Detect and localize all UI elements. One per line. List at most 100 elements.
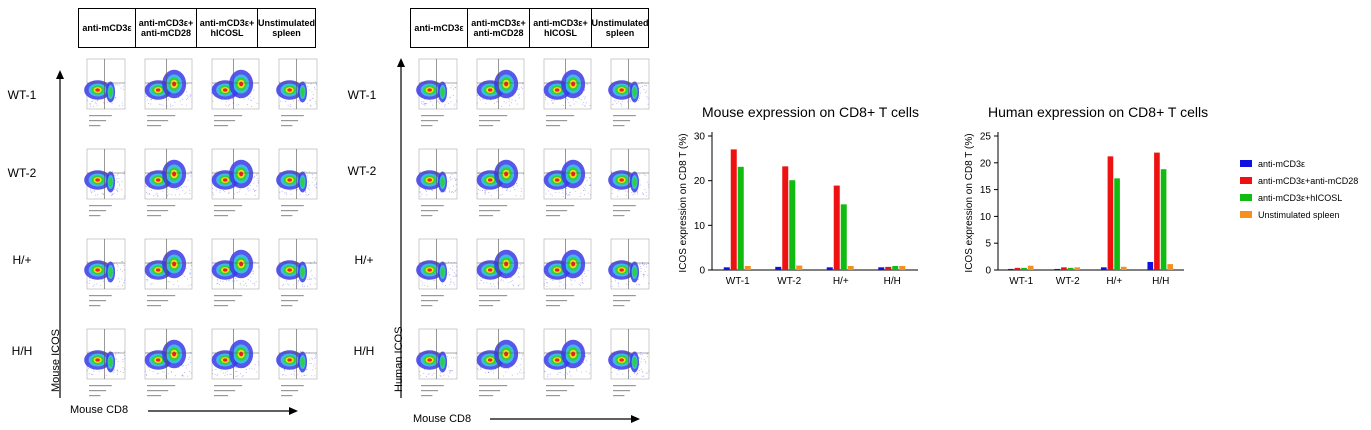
column-header: anti-mCD3ε+ anti-mCD28 xyxy=(136,9,197,47)
facs-plot xyxy=(272,145,324,221)
facs-plot xyxy=(537,325,598,401)
column-header-table: anti-mCD3ε anti-mCD3ε+ anti-mCD28 anti-m… xyxy=(78,8,316,48)
bar xyxy=(775,266,782,270)
x-axis-title: Mouse CD8 xyxy=(413,413,472,425)
bar xyxy=(1100,267,1107,270)
bar xyxy=(826,267,833,270)
facs-plot xyxy=(604,145,656,221)
facs-plot xyxy=(205,145,266,221)
mouse-bar-chart: ICOS expression on CD8 T (%) 0 10 20 30 WT-1 W… xyxy=(678,132,918,287)
legend-item: anti-mCD3ε+anti-mCD28 xyxy=(1240,172,1358,189)
legend-swatch xyxy=(1240,211,1252,218)
column-header: anti-mCD3ε+ anti-mCD28 xyxy=(468,9,530,47)
bar xyxy=(885,266,892,270)
x-tick-label: H/+ xyxy=(1106,276,1122,287)
bar xyxy=(847,265,854,270)
row-label: WT-2 xyxy=(7,166,37,180)
facs-plot xyxy=(604,55,656,131)
x-axis-title: Mouse CD8 xyxy=(70,404,129,416)
chart-title: Mouse expression on CD8+ T cells xyxy=(702,104,919,120)
bar xyxy=(1107,156,1114,270)
facs-plot xyxy=(138,235,199,311)
facs-plot xyxy=(470,55,531,131)
facs-plot xyxy=(272,55,324,131)
facs-plot xyxy=(412,325,464,401)
row-label: WT-1 xyxy=(347,88,377,102)
y-tick-label: 30 xyxy=(694,132,706,143)
x-tick-label: H/H xyxy=(1152,276,1169,287)
facs-plot xyxy=(470,325,531,401)
bar xyxy=(1120,266,1127,270)
facs-plot xyxy=(138,55,199,131)
facs-plot xyxy=(205,325,266,401)
bar xyxy=(878,267,885,270)
y-axis-label: ICOS expression on CD8 T (%) xyxy=(678,133,689,272)
chart-title: Human expression on CD8+ T cells xyxy=(988,104,1209,120)
y-axis-title: Mouse ICOS xyxy=(50,329,62,392)
bar xyxy=(789,180,796,270)
facs-plot xyxy=(138,325,199,401)
bar xyxy=(1167,264,1174,270)
legend-swatch xyxy=(1240,194,1252,201)
facs-plot xyxy=(470,235,531,311)
row-label: H/+ xyxy=(12,253,32,267)
bar xyxy=(1007,268,1014,270)
facs-plot xyxy=(205,55,266,131)
chart-legend: anti-mCD3ε anti-mCD3ε+anti-mCD28 anti-mC… xyxy=(1240,155,1358,223)
column-header: anti-mCD3ε+ hICOSL xyxy=(197,9,258,47)
bar xyxy=(796,265,803,270)
bar xyxy=(1154,152,1160,270)
y-tick-label: 0 xyxy=(985,266,991,277)
y-axis-title: Human ICOS xyxy=(393,326,405,392)
bar xyxy=(1014,267,1021,270)
bar xyxy=(1067,267,1074,270)
bar xyxy=(744,265,751,270)
x-tick-label: WT-1 xyxy=(1009,276,1033,287)
human-bar-chart: ICOS expression on CD8 T (%) 0 5 10 15 20 25 WT… xyxy=(964,132,1184,287)
y-tick-label: 10 xyxy=(980,212,992,223)
facs-plot xyxy=(80,145,132,221)
bar xyxy=(1160,169,1167,270)
facs-plot xyxy=(80,325,132,401)
bar xyxy=(833,185,840,270)
y-tick-label: 5 xyxy=(985,239,991,250)
bar xyxy=(892,265,899,270)
y-axis-label: ICOS expression on CD8 T (%) xyxy=(964,133,975,272)
x-tick-label: H/H xyxy=(884,276,901,287)
y-tick-label: 10 xyxy=(694,221,706,232)
legend-item: Unstimulated spleen xyxy=(1240,206,1358,223)
column-header: anti-mCD3ε+ hICOSL xyxy=(530,9,592,47)
y-axis-arrow xyxy=(397,58,405,398)
column-header-table: anti-mCD3ε anti-mCD3ε+ anti-mCD28 anti-m… xyxy=(410,8,649,48)
column-header: Unstimulated spleen xyxy=(258,18,316,38)
row-label: WT-1 xyxy=(7,88,37,102)
bar xyxy=(1147,261,1154,270)
row-label: H/H xyxy=(353,344,375,358)
legend-label: anti-mCD3ε+anti-mCD28 xyxy=(1258,175,1359,186)
facs-plot xyxy=(80,235,132,311)
bar xyxy=(782,166,789,270)
y-tick-label: 25 xyxy=(980,132,992,143)
y-tick-label: 20 xyxy=(980,158,992,169)
column-header: Unstimulated spleen xyxy=(591,18,649,38)
facs-plot xyxy=(537,55,598,131)
y-axis-arrow xyxy=(56,70,64,398)
y-tick-label: 20 xyxy=(694,176,706,187)
facs-plot xyxy=(205,235,266,311)
legend-item: anti-mCD3ε xyxy=(1240,155,1358,172)
bar xyxy=(899,265,906,270)
column-header: anti-mCD3ε xyxy=(411,9,468,47)
facs-plot xyxy=(80,55,132,131)
facs-plot-grid xyxy=(80,55,324,401)
facs-plot xyxy=(470,145,531,221)
bar xyxy=(730,149,737,270)
bar xyxy=(1061,267,1067,270)
row-label: H/H xyxy=(11,344,33,358)
facs-plot xyxy=(138,145,199,221)
column-header: anti-mCD3ε xyxy=(79,9,136,47)
row-label: WT-2 xyxy=(347,164,377,178)
facs-plot-grid xyxy=(412,55,656,401)
facs-plot xyxy=(537,235,598,311)
x-tick-label: WT-1 xyxy=(726,276,750,287)
facs-plot xyxy=(412,145,464,221)
